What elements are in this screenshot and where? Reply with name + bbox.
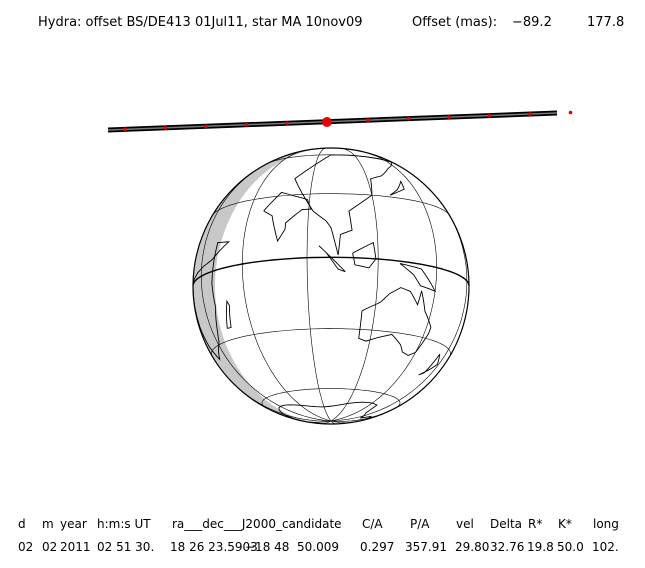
time-dot [123,127,127,132]
offset-value: 177.8 [587,15,624,30]
coastline [399,263,437,293]
parallel [211,328,451,357]
coastline [358,287,432,357]
offset-label: Offset (mas): [412,15,497,30]
column-header: ra___dec___J2000_candidate [172,517,342,531]
time-dot [163,126,168,130]
title: Hydra: offset BS/DE413 01Jul11, star MA … [38,15,363,30]
column-header: P/A [410,517,430,531]
column-header: h:m:s UT [97,517,151,531]
cell: 2011 [60,540,91,554]
time-dot [447,115,451,119]
coastline [225,299,232,329]
globe [193,148,469,424]
column-header: long [593,517,619,531]
column-header: Delta [490,517,522,531]
column-header: m [42,517,54,531]
time-dot [204,124,208,129]
time-dot [366,118,370,122]
meridian [330,153,438,422]
coastline [418,353,441,376]
cell: 32.76 [490,540,524,554]
cell: 0.297 [360,540,394,554]
time-dot [568,110,573,115]
coastline [263,191,312,243]
parallel [261,388,401,409]
cell: 50.0 [557,540,584,554]
closest-approach [322,117,332,127]
time-dot [244,122,249,127]
night-side [193,148,331,424]
column-header: d [18,517,26,531]
meridian [200,167,332,422]
cell: 02 51 30. [97,540,154,554]
column-header: year [60,517,87,531]
cell: 02 [42,540,57,554]
meridian [306,148,332,422]
coastline [278,401,378,420]
column-header: C/A [362,517,383,531]
coastline [352,241,377,269]
cell: 357.91 [405,540,447,554]
column-header: vel [456,517,474,531]
coastline [318,245,346,273]
time-dot [487,113,492,118]
coastline [389,180,405,196]
cell: 19.8 [527,540,554,554]
meridian [241,150,332,422]
equator [192,256,470,286]
cell: 02 [18,540,33,554]
meridian [330,197,468,422]
parallel [212,193,449,216]
shadow-center [107,112,558,131]
time-dot [285,121,289,126]
coastline [294,154,393,256]
cell: −18 48 50.009 [245,540,339,554]
globe-outline [192,147,470,425]
column-header: K* [558,517,572,531]
offset-value: −89.2 [512,15,552,30]
event-table: d m year h:m:s UT ra___dec___J2000_candidate… [18,517,619,554]
cell: 18 26 23.5903 [170,540,258,554]
meridian [330,148,379,422]
cell: 102. [592,540,619,554]
time-dot [406,116,411,121]
time-dot [528,112,532,116]
column-header: R* [528,517,542,531]
cell: 29.80 [455,540,489,554]
